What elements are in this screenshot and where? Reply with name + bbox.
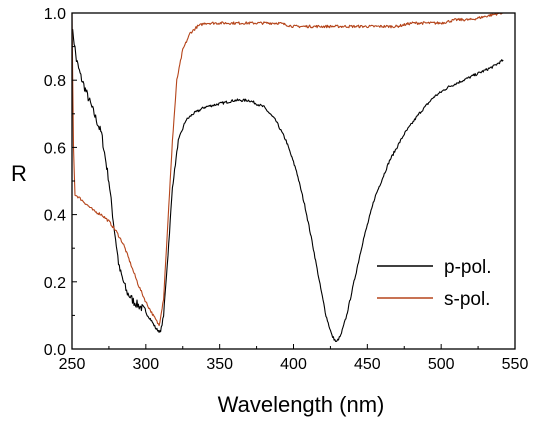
- x-axis-title: Wavelength (nm): [218, 392, 385, 417]
- series-line-spol: [71, 12, 504, 327]
- y-tick-label: 0.6: [44, 140, 66, 157]
- y-axis-title: R: [11, 161, 27, 186]
- y-tick-label: 0.0: [44, 342, 66, 359]
- x-tick-label: 300: [132, 356, 159, 373]
- x-tick-label: 350: [206, 356, 233, 373]
- legend-label: p-pol.: [444, 257, 492, 278]
- y-tick-label: 0.2: [44, 275, 66, 292]
- x-tick-label: 450: [354, 356, 381, 373]
- x-tick-label: 400: [280, 356, 307, 373]
- y-tick-label: 1.0: [44, 6, 66, 23]
- y-tick-label: 0.4: [44, 208, 66, 225]
- series-layer: [71, 12, 504, 343]
- series-line-ppol: [71, 29, 504, 343]
- legend-label: s-pol.: [444, 289, 490, 310]
- legend: p-pol. s-pol.: [377, 257, 492, 310]
- x-tick-label: 250: [59, 356, 86, 373]
- x-tick-label: 550: [502, 356, 529, 373]
- ticks-layer: 250 300 350 400 450 500 550 0.0 0.2 0.4 0.6 0.8 1.0: [44, 6, 529, 373]
- x-tick-label: 500: [428, 356, 455, 373]
- y-tick-label: 0.8: [44, 73, 66, 90]
